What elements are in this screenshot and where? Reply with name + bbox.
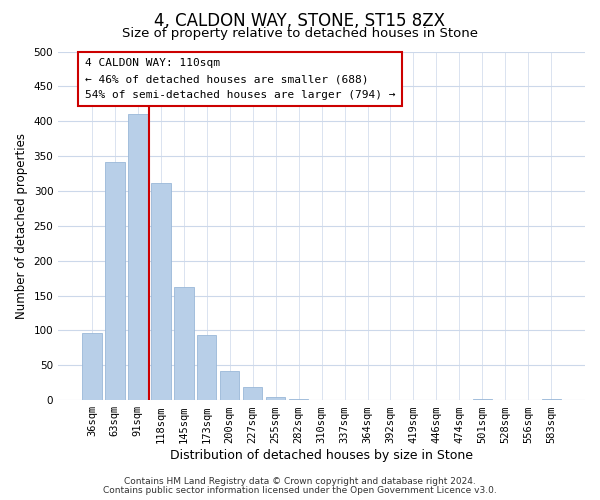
- Bar: [220, 371, 239, 400]
- Text: 4, CALDON WAY, STONE, ST15 8ZX: 4, CALDON WAY, STONE, ST15 8ZX: [155, 12, 445, 30]
- Bar: [289, 399, 308, 400]
- Bar: [473, 399, 492, 400]
- Bar: [266, 396, 286, 400]
- Bar: [128, 114, 148, 400]
- Bar: [151, 184, 170, 400]
- Bar: [197, 336, 217, 400]
- Bar: [243, 387, 262, 400]
- Bar: [82, 333, 101, 400]
- Bar: [174, 286, 194, 400]
- Bar: [105, 162, 125, 400]
- Text: Contains HM Land Registry data © Crown copyright and database right 2024.: Contains HM Land Registry data © Crown c…: [124, 477, 476, 486]
- X-axis label: Distribution of detached houses by size in Stone: Distribution of detached houses by size …: [170, 450, 473, 462]
- Y-axis label: Number of detached properties: Number of detached properties: [15, 133, 28, 319]
- Text: Size of property relative to detached houses in Stone: Size of property relative to detached ho…: [122, 28, 478, 40]
- Text: 4 CALDON WAY: 110sqm
← 46% of detached houses are smaller (688)
54% of semi-deta: 4 CALDON WAY: 110sqm ← 46% of detached h…: [85, 58, 395, 100]
- Bar: [542, 399, 561, 400]
- Text: Contains public sector information licensed under the Open Government Licence v3: Contains public sector information licen…: [103, 486, 497, 495]
